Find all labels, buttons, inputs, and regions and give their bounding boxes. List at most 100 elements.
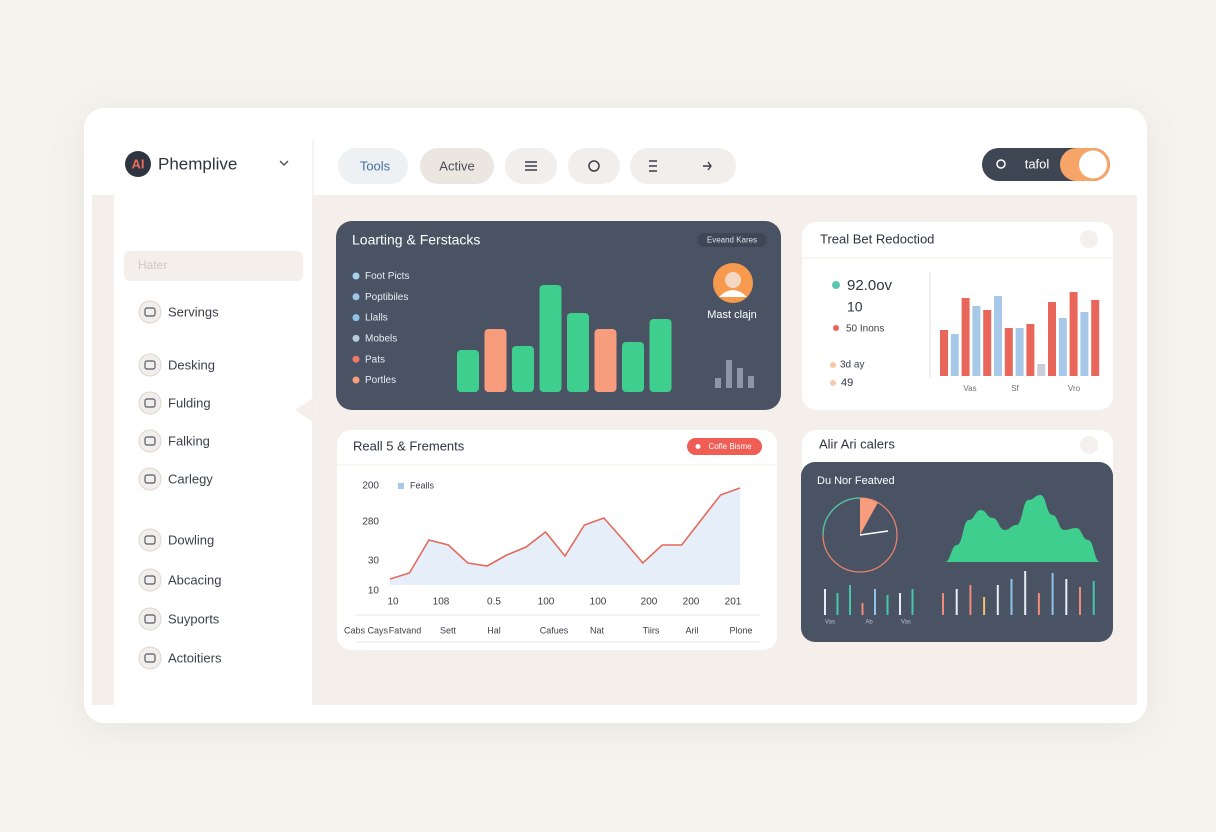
profile-name: Mast clajn	[707, 309, 757, 321]
x-label: 100	[590, 597, 607, 608]
stat: 3d ay	[840, 360, 864, 371]
panel-title: Du Nor Featved	[817, 475, 895, 487]
bar	[1091, 300, 1100, 376]
stat: 49	[841, 377, 853, 389]
legend-dot	[352, 355, 360, 363]
legend-dot	[352, 334, 360, 342]
menu-glyph	[144, 436, 156, 446]
bar	[1015, 328, 1024, 376]
mini-bar	[737, 368, 743, 388]
tab-label: Active	[439, 158, 474, 173]
card-action[interactable]	[1080, 230, 1098, 248]
menu-item[interactable]: Suyports	[168, 611, 220, 626]
menu-item[interactable]: Falking	[168, 433, 210, 448]
menu-glyph	[144, 653, 156, 663]
footer-label: Cafues	[540, 625, 569, 635]
bar	[1080, 312, 1089, 376]
menu-icon[interactable]	[138, 353, 162, 377]
menu-glyph	[144, 575, 156, 585]
card-action[interactable]	[1080, 436, 1098, 454]
stat-dot	[833, 325, 839, 331]
icon-button[interactable]	[568, 148, 620, 184]
reduction-card	[802, 222, 1113, 410]
badge[interactable]	[697, 233, 767, 247]
shield-icon	[588, 160, 600, 172]
axis-label: Ab	[865, 620, 873, 626]
chevron[interactable]	[279, 160, 289, 167]
badge[interactable]	[687, 438, 762, 455]
bar	[1058, 318, 1067, 376]
y-label: 10	[368, 586, 380, 597]
line-card	[337, 430, 777, 650]
stat: 92.0ov	[847, 277, 893, 294]
footer-label: Nat	[590, 625, 605, 635]
icon-button[interactable]	[630, 148, 736, 184]
x-label: Sf	[1011, 384, 1019, 393]
toggle-knob	[1079, 150, 1107, 179]
x-label: 201	[725, 597, 742, 608]
menu-item[interactable]: Abcacing	[168, 572, 221, 587]
legend-label: Fealls	[410, 480, 435, 490]
tab[interactable]	[338, 148, 408, 184]
menu-glyph	[144, 307, 156, 317]
y-label: 200	[362, 481, 379, 492]
stat-dot	[832, 281, 840, 289]
footer-label: Tiirs	[643, 625, 660, 635]
tab[interactable]	[420, 148, 494, 184]
avatar-body	[719, 290, 747, 297]
legend-dot	[352, 272, 360, 280]
menu-icon[interactable]	[138, 467, 162, 491]
legend-dot	[352, 314, 360, 322]
brand-name[interactable]: Phemplive	[158, 154, 237, 173]
bar	[1026, 324, 1035, 376]
axis-label: Vas	[825, 620, 835, 626]
logo[interactable]	[125, 151, 151, 177]
menu-glyph	[144, 398, 156, 408]
sidebar-edge	[92, 195, 114, 705]
menu-item[interactable]: Fulding	[168, 395, 211, 410]
menu-icon[interactable]	[138, 607, 162, 631]
stat: 10	[847, 299, 863, 315]
bar	[457, 350, 479, 392]
menu-icon[interactable]	[138, 646, 162, 670]
x-label: 100	[538, 597, 555, 608]
y-label: 30	[368, 556, 380, 567]
legend-dot	[352, 376, 360, 384]
card-title: Alir Ari calers	[819, 436, 895, 451]
menu-icon[interactable]	[138, 568, 162, 592]
bar	[961, 298, 970, 376]
area	[390, 488, 740, 585]
bar	[940, 330, 948, 376]
menu-item[interactable]: Carlegy	[168, 471, 213, 486]
footer-label: Plone	[729, 625, 752, 635]
account-name: tafol	[1025, 156, 1050, 171]
menu-icon[interactable]	[138, 391, 162, 415]
menu-item[interactable]: Servings	[168, 304, 219, 319]
axis-label: Vas	[901, 620, 911, 626]
menu-icon[interactable]	[138, 528, 162, 552]
menu-icon[interactable]	[138, 429, 162, 453]
mini-bar	[715, 378, 721, 388]
bar	[567, 313, 589, 392]
list-icon	[649, 160, 657, 172]
bar	[1069, 292, 1078, 376]
y-label: 280	[362, 517, 379, 528]
menu-icon[interactable]	[138, 300, 162, 324]
bar	[539, 285, 562, 392]
x-label: 0.5	[487, 597, 501, 608]
bar	[1037, 364, 1046, 376]
legend-swatch	[398, 483, 404, 489]
arrow-icon	[703, 161, 712, 171]
menu-item[interactable]: Actoitiers	[168, 650, 222, 665]
x-label: 108	[433, 597, 450, 608]
search-box[interactable]	[124, 251, 303, 281]
sidebar-menu: Servings Desking Fulding Falking Carlegy Dowl…	[138, 300, 222, 670]
card-title: Loarting & Ferstacks	[352, 232, 480, 248]
footer-label: Fatvand	[389, 625, 422, 635]
menu-item[interactable]: Desking	[168, 357, 215, 372]
menu-item[interactable]: Dowling	[168, 532, 214, 547]
card-title: Treal Bet Redoctiod	[820, 231, 934, 246]
legend-label: Foot Picts	[365, 271, 409, 282]
legend-label: Poptibiles	[365, 292, 408, 303]
x-label: Vas	[963, 384, 976, 393]
